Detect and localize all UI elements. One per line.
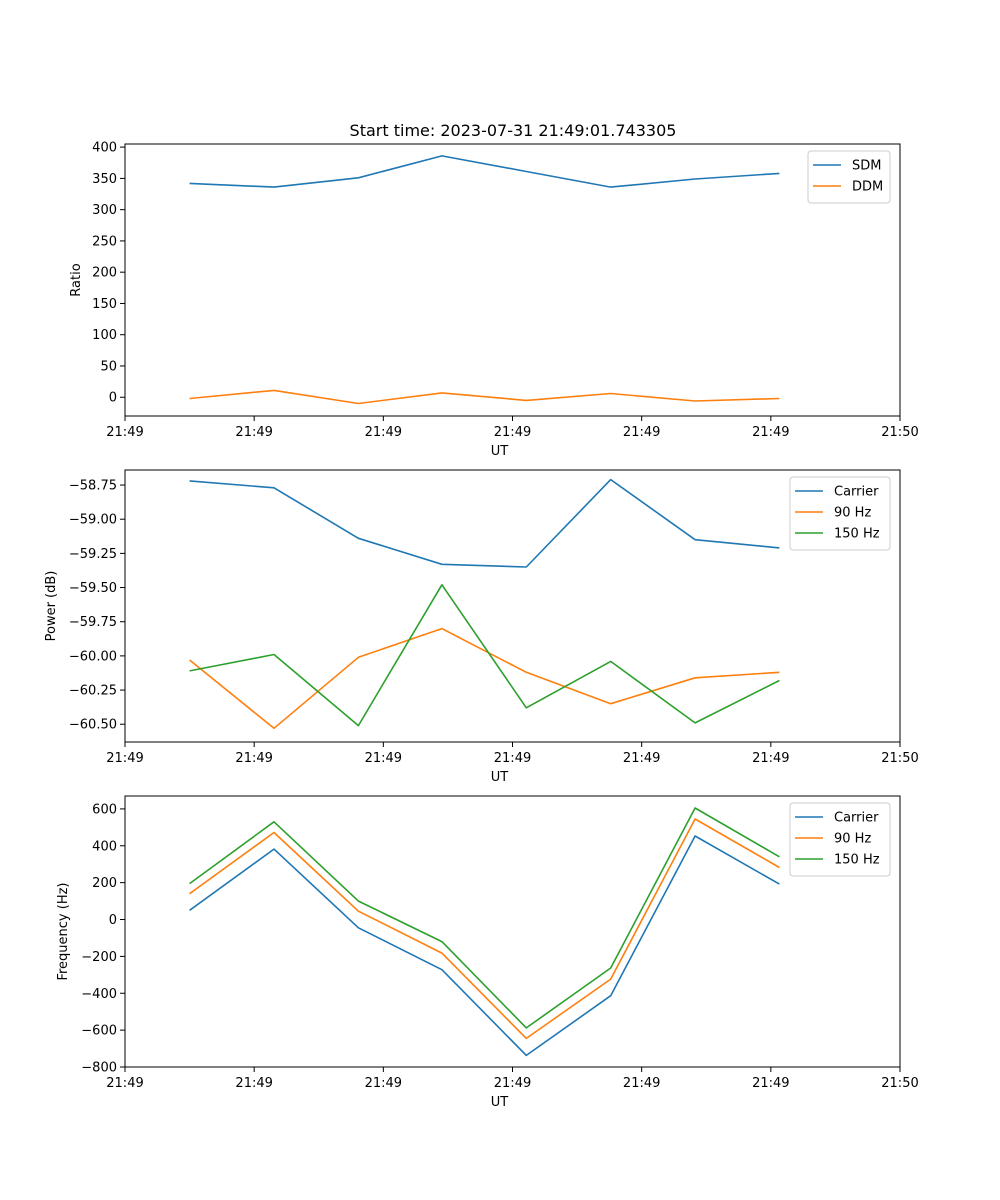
y-tick-label: −60.00 [69,649,117,664]
series-line-150-hz [189,583,780,727]
y-tick-label: 350 [92,172,117,187]
x-tick-label: 21:49 [623,425,660,440]
legend-label: 150 Hz [834,527,880,542]
y-tick-label: −400 [81,987,117,1002]
x-axis-label: UT [491,770,509,785]
legend-box [789,476,891,551]
y-tick-label: −59.50 [69,581,117,596]
y-tick-label: −60.50 [69,718,117,733]
figure-title: Start time: 2023-07-31 21:49:01.743305 [350,121,677,140]
y-tick-label: 250 [92,234,117,249]
series-line-150-hz [189,807,780,1029]
x-tick-label: 21:49 [752,1076,789,1091]
legend-label: 90 Hz [834,832,871,847]
legend: Carrier 90 Hz 150 Hz [789,476,891,551]
legend-label: 90 Hz [834,506,871,521]
series-line-90-hz [189,627,780,730]
y-tick-label: 150 [92,297,117,312]
y-tick-label: 0 [109,913,117,928]
y-tick-label: 400 [92,839,117,854]
y-tick-label: 50 [100,359,117,374]
legend-box [807,150,891,204]
legend-label: 150 Hz [834,853,880,868]
x-tick-label: 21:49 [235,1076,272,1091]
x-tick-label: 21:49 [106,751,143,766]
y-tick-label: 100 [92,328,117,343]
x-tick-label: 21:49 [623,751,660,766]
series-line-sdm [189,155,780,188]
x-axis-label: UT [491,444,509,459]
legend: SDM DDM [807,150,891,204]
y-tick-label: 200 [92,266,117,281]
x-tick-label: 21:49 [235,425,272,440]
x-tick-label: 21:49 [494,425,531,440]
x-tick-label: 21:49 [494,1076,531,1091]
series-line-carrier [189,478,780,568]
x-tick-label: 21:49 [235,751,272,766]
x-tick-label: 21:49 [752,751,789,766]
y-tick-label: 0 [109,391,117,406]
y-axis-label: Power (dB) [44,571,59,642]
series-line-ddm [189,389,780,405]
x-tick-label: 21:50 [881,751,918,766]
legend-label: Carrier [834,811,879,826]
axes-frame [124,469,901,743]
y-tick-label: −58.75 [69,479,117,494]
x-axis-label: UT [491,1095,509,1110]
series-line-90-hz [189,818,780,1040]
x-tick-label: 21:50 [881,425,918,440]
axes-frame [124,795,901,1068]
x-tick-label: 21:49 [494,751,531,766]
y-tick-label: −600 [81,1024,117,1039]
y-tick-label: 600 [92,802,117,817]
x-tick-label: 21:49 [623,1076,660,1091]
y-tick-label: 300 [92,203,117,218]
axes-frame [124,143,901,417]
y-tick-label: −59.00 [69,513,117,528]
y-axis-label: Ratio [69,263,84,296]
legend-label: DDM [852,180,883,195]
x-tick-label: 21:49 [365,751,402,766]
series-line-carrier [189,835,780,1057]
frequency-panel: 21:49 21:49 21:49 21:49 21:49 21:49 21:50 −800 −… [56,795,919,1110]
x-tick-label: 21:50 [881,1076,918,1091]
y-tick-label: 200 [92,876,117,891]
legend-label: Carrier [834,485,879,500]
x-tick-label: 21:49 [106,425,143,440]
y-tick-label: −60.25 [69,684,117,699]
y-tick-label: −59.25 [69,547,117,562]
x-tick-label: 21:49 [106,1076,143,1091]
power-panel: 21:49 21:49 21:49 21:49 21:49 21:49 21:50 −60.5… [44,469,919,785]
y-tick-label: −59.75 [69,615,117,630]
x-tick-label: 21:49 [365,1076,402,1091]
y-tick-label: −800 [81,1061,117,1076]
ratio-panel: 21:49 21:49 21:49 21:49 21:49 21:49 21:50 0 50 10… [69,141,919,459]
x-tick-label: 21:49 [365,425,402,440]
legend: Carrier 90 Hz 150 Hz [789,802,891,877]
y-axis-label: Frequency (Hz) [56,882,71,980]
legend-box [789,802,891,877]
y-tick-label: −200 [81,950,117,965]
y-tick-label: 400 [92,141,117,156]
x-tick-label: 21:49 [752,425,789,440]
legend-label: SDM [852,159,881,174]
